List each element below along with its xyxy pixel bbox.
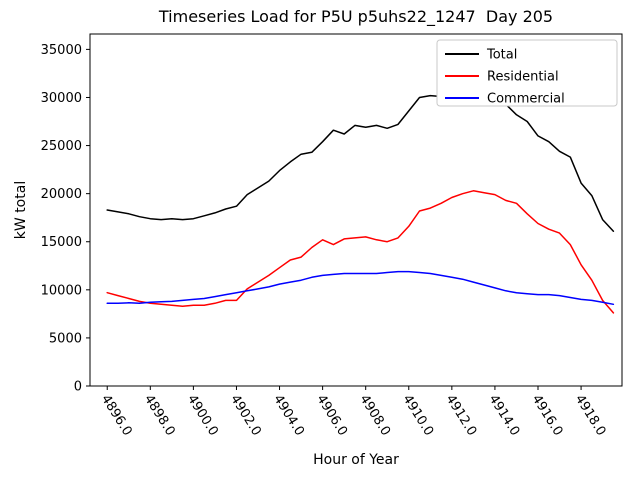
plot-border xyxy=(89,33,623,387)
x-tick-label: 4908.0 xyxy=(356,392,393,439)
x-tick-label: 4912.0 xyxy=(442,392,479,439)
chart-title: Timeseries Load for P5U p5uhs22_1247 Day… xyxy=(158,7,553,27)
series-line-commercial xyxy=(106,270,615,306)
y-tick-label: 10000 xyxy=(41,283,82,298)
x-tick-label: 4906.0 xyxy=(313,392,350,439)
y-axis-ticks: 0 5000 10000 15000 20000 25000 30000 35000 xyxy=(41,43,90,395)
x-tick-label: 4902.0 xyxy=(227,392,264,439)
x-tick-label: 4904.0 xyxy=(270,392,307,439)
series-line-total xyxy=(106,83,615,232)
legend-label-total: Total xyxy=(486,48,517,63)
x-tick-label: 4918.0 xyxy=(572,392,609,439)
y-tick-label: 5000 xyxy=(49,331,82,346)
y-tick-label: 15000 xyxy=(41,235,82,250)
x-tick-label: 4896.0 xyxy=(98,392,135,439)
y-tick-label: 20000 xyxy=(41,187,82,202)
legend-box xyxy=(436,39,618,107)
legend-entry-total: Total xyxy=(445,48,517,63)
legend-label-commercial: Commercial xyxy=(487,92,565,107)
x-axis-ticks: 4896.0 4898.0 4900.0 4902.0 4904.0 4906.0 4908… xyxy=(98,386,609,439)
x-tick-label: 4900.0 xyxy=(184,392,221,439)
legend-label-residential: Residential xyxy=(487,70,559,85)
y-axis-label: kW total xyxy=(13,181,29,239)
y-tick-label: 35000 xyxy=(41,43,82,58)
x-tick-label: 4898.0 xyxy=(141,392,178,439)
legend-entry-commercial: Commercial xyxy=(445,92,565,107)
series-line-residential xyxy=(106,190,615,314)
series-lines xyxy=(106,83,615,314)
legend: Total Residential Commercial xyxy=(436,39,618,107)
legend-entry-residential: Residential xyxy=(445,70,559,85)
y-tick-label: 25000 xyxy=(41,139,82,154)
y-tick-label: 0 xyxy=(74,380,82,395)
x-axis-label: Hour of Year xyxy=(313,452,399,468)
x-tick-label: 4910.0 xyxy=(399,392,436,439)
y-tick-label: 30000 xyxy=(41,91,82,106)
x-tick-label: 4914.0 xyxy=(486,392,523,439)
x-tick-label: 4916.0 xyxy=(529,392,566,439)
